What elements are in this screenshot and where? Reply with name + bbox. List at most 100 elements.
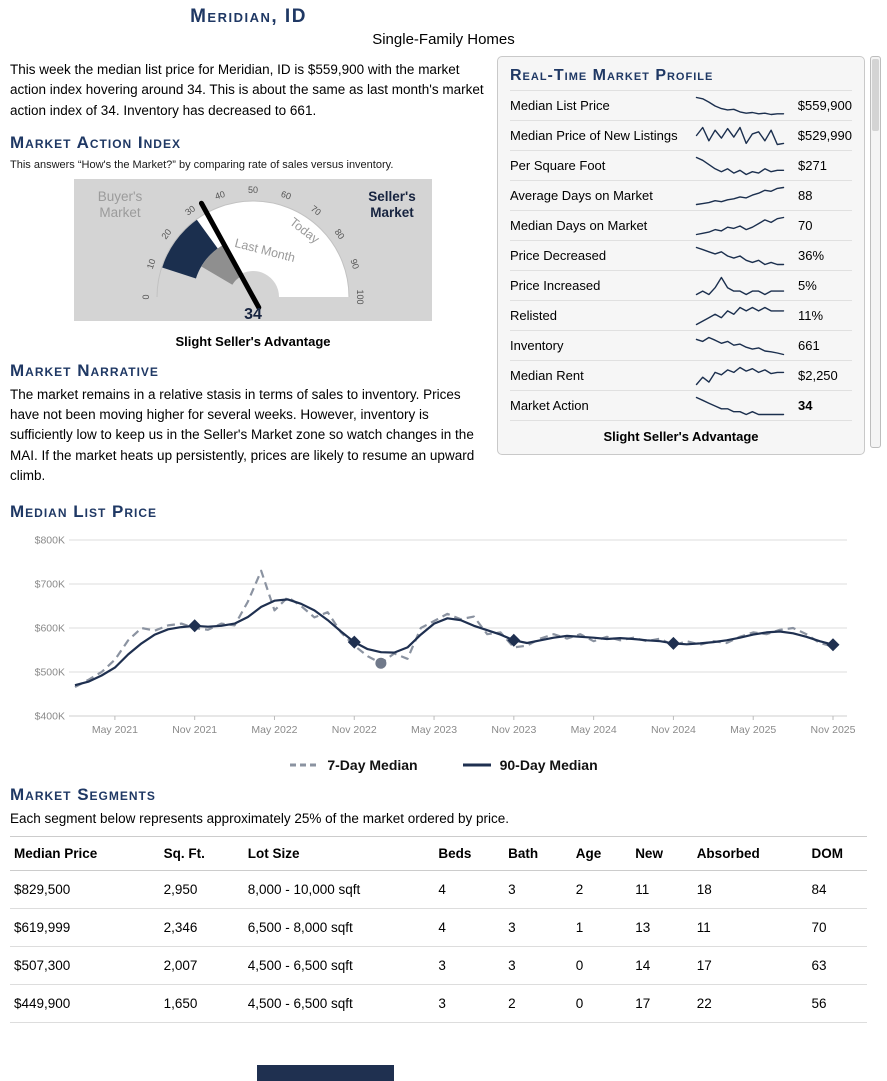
svg-text:80: 80 [333,227,347,241]
profile-row-value: 5% [798,278,817,293]
top-columns: This week the median list price for Meri… [0,48,887,486]
sparkline [695,276,785,295]
segments-cell: 1 [571,908,632,947]
segments-column-header: Beds [434,836,505,871]
profile-row-value: $529,990 [797,128,852,143]
svg-text:60: 60 [280,189,293,202]
segments-column-header: Sq. Ft. [159,836,244,871]
profile-row: Price Increased 5% [510,270,852,300]
svg-text:$700K: $700K [35,579,65,591]
segments-cell: 56 [807,984,867,1023]
segments-cell: 0 [571,946,632,985]
segments-cell: 17 [631,984,693,1023]
segments-row: $619,999 2,346 6,500 - 8,000 sqft 4 3 1 13 11 70 [10,908,867,947]
profile-row-label: Median Days on Market [510,218,648,233]
profile-row-value: $271 [798,158,827,173]
svg-text:10: 10 [145,257,158,270]
segments-cell: 4 [434,908,505,947]
svg-text:50: 50 [248,185,258,195]
profile-row-label: Average Days on Market [510,188,653,203]
segments-cell: 11 [631,870,693,909]
svg-text:90: 90 [348,257,361,270]
median-list-price-chart: $400K $500K $600K $700K $800K May 2021 Nov 202… [0,524,887,774]
svg-text:May 2021: May 2021 [92,724,138,736]
svg-text:40: 40 [214,189,227,202]
sparkline [695,216,785,235]
profile-row-label: Median Rent [510,368,584,383]
segments-cell: 3 [504,908,572,947]
market-action-heading: Market Action Index [10,132,181,152]
intro-paragraph: This week the median list price for Meri… [10,62,484,118]
segments-column-header: Bath [504,836,572,871]
segments-cell: 8,000 - 10,000 sqft [243,870,435,909]
profile-row-value: 88 [798,188,813,203]
sparkline [695,336,785,355]
page-subtitle: Single-Family Homes [372,31,515,48]
segments-cell: 70 [807,908,867,947]
profile-row-label: Price Increased [510,278,601,293]
profile-row-label: Relisted [510,308,557,323]
segments-cell: 11 [692,908,808,947]
segments-cell: 13 [631,908,693,947]
svg-text:Nov 2022: Nov 2022 [332,724,377,736]
segments-cell: 0 [571,984,632,1023]
svg-text:30: 30 [183,203,197,217]
svg-text:May 2025: May 2025 [730,724,776,736]
segments-cell: 3 [504,870,572,909]
segments-header-row: Median Price Sq. Ft. Lot Size Beds Bath Age Ne… [10,836,867,871]
legend-label: 90-Day Median [499,757,598,773]
segments-cell: 3 [504,946,572,985]
profile-row-value: 70 [798,218,813,233]
sparkline [695,186,785,205]
sparkline [695,156,785,175]
segments-cell: 3 [434,946,505,985]
svg-text:May 2024: May 2024 [571,724,617,736]
scrollbar-thumb[interactable] [872,59,879,131]
svg-text:100: 100 [355,289,365,304]
market-profile-heading: Real-Time Market Profile [510,67,714,84]
profile-row: Median Price of New Listings $529,990 [510,120,852,150]
segments-column-header: Absorbed [692,836,808,871]
segments-cell: 6,500 - 8,000 sqft [243,908,435,947]
segments-row: $829,500 2,950 8,000 - 10,000 sqft 4 3 2 11 18 8… [10,870,867,909]
profile-row-value: 11% [798,308,824,323]
profile-row-label: Price Decreased [510,248,607,263]
profile-row: Price Decreased 36% [510,240,852,270]
profile-row: Per Square Foot $271 [510,150,852,180]
sparkline [695,366,785,385]
svg-text:Nov 2025: Nov 2025 [811,724,856,736]
panel-scrollbar[interactable] [870,56,881,448]
legend-swatch [290,763,319,767]
segments-cell: $829,500 [10,870,160,909]
profile-row-label: Market Action [510,398,589,413]
svg-text:$500K: $500K [35,667,65,679]
sparkline [695,306,785,325]
market-action-explainer: This answers “How's the Market?” by comp… [10,158,394,171]
segments-table-head: Median Price Sq. Ft. Lot Size Beds Bath Age Ne… [10,836,867,871]
segments-cell: $619,999 [10,908,160,947]
segments-cell: 2 [504,984,572,1023]
segments-cell: 4,500 - 6,500 sqft [243,946,435,985]
right-column: Real-Time Market Profile Median List Pri… [497,48,887,455]
segments-cell: 63 [807,946,867,985]
profile-row-value: 661 [798,338,820,353]
legend-item: 7-Day Median [289,757,418,773]
segments-row: $449,900 1,650 4,500 - 6,500 sqft 3 2 0 17 22 56 [10,984,867,1023]
sparkline [695,246,785,265]
market-narrative-heading: Market Narrative [10,360,159,380]
market-profile-footer: Slight Seller's Advantage [510,420,852,450]
profile-row-value: 34 [798,398,813,413]
segments-cell: 2,007 [159,946,244,985]
page-title: Meridian, ID [190,6,307,27]
profile-row-label: Per Square Foot [510,158,606,173]
chart-legend: 7-Day Median 90-Day Median [5,757,882,773]
segments-cell: $449,900 [10,984,160,1023]
market-segments-table: Median Price Sq. Ft. Lot Size Beds Bath Age Ne… [10,836,867,1023]
profile-row-value: 36% [798,248,825,263]
segments-cell: 4,500 - 6,500 sqft [243,984,435,1023]
profile-row-label: Inventory [510,338,564,353]
profile-row: Relisted 11% [510,300,852,330]
profile-row: Average Days on Market 88 [510,180,852,210]
svg-text:0: 0 [141,294,151,299]
